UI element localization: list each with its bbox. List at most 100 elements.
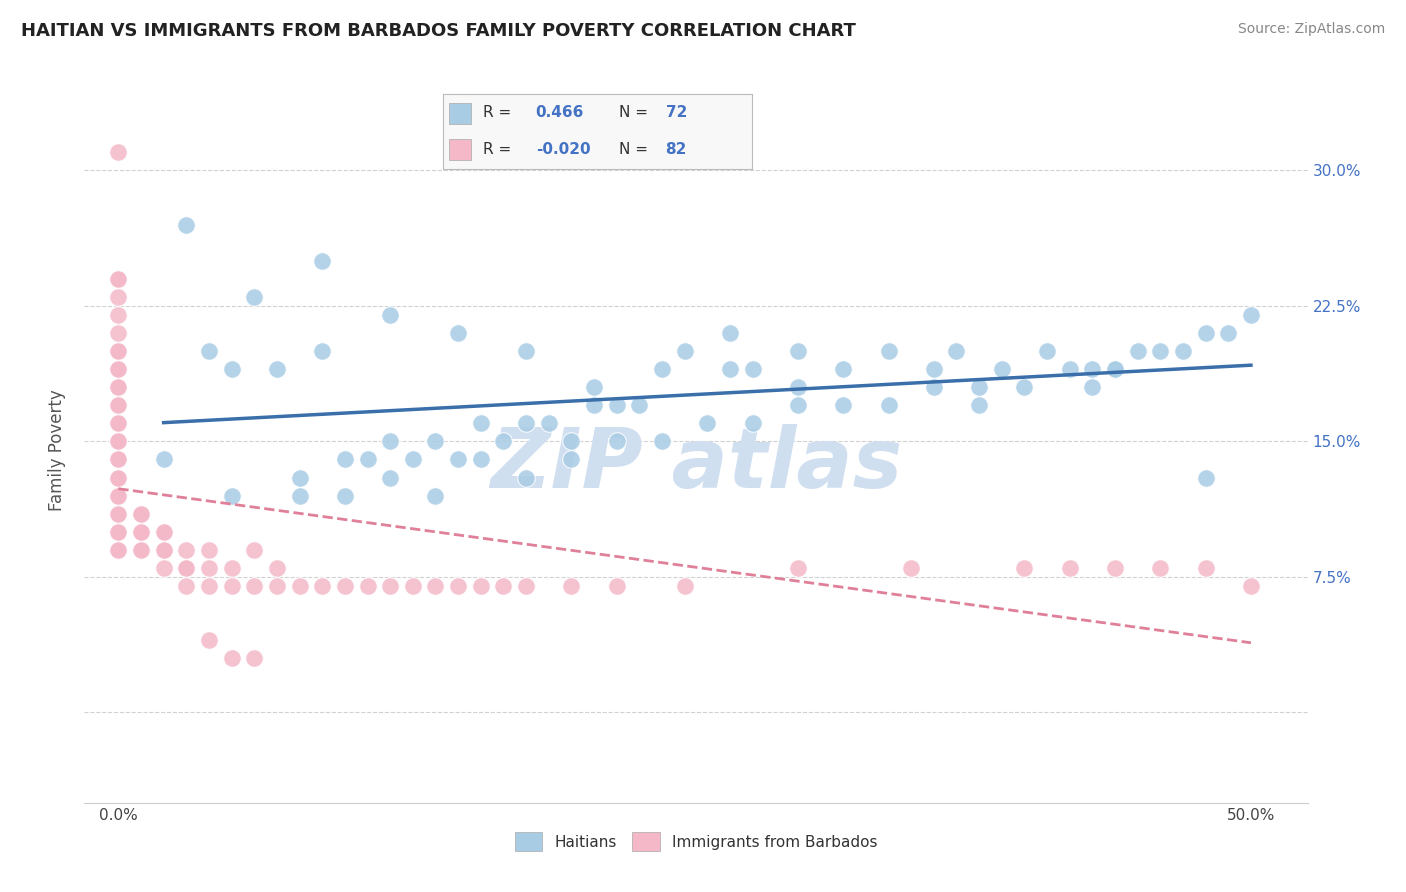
Text: 0.466: 0.466 bbox=[536, 105, 583, 120]
Point bbox=[152, 542, 174, 557]
Text: R =: R = bbox=[484, 105, 512, 120]
Bar bbox=[449, 103, 471, 124]
Point bbox=[560, 434, 582, 449]
Text: HAITIAN VS IMMIGRANTS FROM BARBADOS FAMILY POVERTY CORRELATION CHART: HAITIAN VS IMMIGRANTS FROM BARBADOS FAMI… bbox=[21, 22, 856, 40]
Point bbox=[787, 344, 810, 359]
Point bbox=[470, 579, 492, 593]
Point bbox=[107, 524, 129, 539]
Point bbox=[741, 362, 763, 376]
Point bbox=[945, 344, 967, 359]
Point bbox=[311, 579, 333, 593]
Point bbox=[718, 326, 741, 340]
Text: -0.020: -0.020 bbox=[536, 142, 591, 157]
Point bbox=[221, 561, 243, 575]
Point bbox=[606, 398, 628, 412]
Point bbox=[515, 417, 537, 431]
Point bbox=[107, 398, 129, 412]
Point bbox=[333, 579, 356, 593]
Text: N =: N = bbox=[619, 105, 648, 120]
Point bbox=[107, 452, 129, 467]
Point bbox=[221, 651, 243, 665]
Point bbox=[174, 218, 197, 232]
Point bbox=[311, 253, 333, 268]
Point bbox=[470, 417, 492, 431]
Point bbox=[129, 507, 152, 521]
Point bbox=[628, 398, 651, 412]
Point bbox=[1059, 362, 1081, 376]
Point bbox=[221, 579, 243, 593]
Point bbox=[1149, 344, 1171, 359]
Point bbox=[967, 398, 990, 412]
Point bbox=[107, 344, 129, 359]
Point bbox=[877, 344, 900, 359]
Point bbox=[129, 524, 152, 539]
Point bbox=[492, 579, 515, 593]
Point bbox=[107, 524, 129, 539]
Point bbox=[266, 579, 288, 593]
Point bbox=[560, 579, 582, 593]
Point bbox=[129, 524, 152, 539]
Point bbox=[266, 561, 288, 575]
Point bbox=[380, 434, 402, 449]
Point bbox=[243, 542, 266, 557]
Point bbox=[673, 344, 696, 359]
Point bbox=[107, 417, 129, 431]
Y-axis label: Family Poverty: Family Poverty bbox=[48, 390, 66, 511]
Point bbox=[107, 434, 129, 449]
Point bbox=[515, 579, 537, 593]
Text: R =: R = bbox=[484, 142, 512, 157]
Point bbox=[107, 344, 129, 359]
Point bbox=[333, 489, 356, 503]
Point bbox=[1104, 362, 1126, 376]
Point bbox=[198, 542, 221, 557]
Point bbox=[129, 524, 152, 539]
Point bbox=[311, 344, 333, 359]
Point bbox=[107, 470, 129, 484]
Point bbox=[900, 561, 922, 575]
Point bbox=[380, 308, 402, 322]
Point bbox=[107, 326, 129, 340]
Point bbox=[107, 380, 129, 394]
Point bbox=[1195, 326, 1218, 340]
Point bbox=[107, 470, 129, 484]
Point bbox=[107, 489, 129, 503]
Point bbox=[243, 579, 266, 593]
Point bbox=[402, 452, 425, 467]
Point bbox=[425, 579, 447, 593]
Point bbox=[107, 272, 129, 286]
Point bbox=[243, 651, 266, 665]
Point bbox=[152, 524, 174, 539]
Point bbox=[651, 434, 673, 449]
Bar bbox=[449, 139, 471, 161]
Point bbox=[198, 633, 221, 648]
Point bbox=[718, 362, 741, 376]
Point bbox=[1195, 561, 1218, 575]
Point bbox=[651, 362, 673, 376]
Point bbox=[1149, 561, 1171, 575]
Point bbox=[673, 579, 696, 593]
Point bbox=[107, 507, 129, 521]
Point bbox=[515, 470, 537, 484]
Point bbox=[380, 579, 402, 593]
Point bbox=[560, 452, 582, 467]
Point bbox=[537, 417, 560, 431]
Point bbox=[129, 542, 152, 557]
Point bbox=[425, 489, 447, 503]
Point bbox=[1014, 380, 1036, 394]
Point bbox=[787, 398, 810, 412]
Text: 82: 82 bbox=[665, 142, 688, 157]
Point bbox=[447, 452, 470, 467]
Point bbox=[107, 489, 129, 503]
Point bbox=[832, 362, 855, 376]
Point bbox=[107, 272, 129, 286]
Point bbox=[1240, 308, 1263, 322]
Point bbox=[1014, 561, 1036, 575]
Point bbox=[1081, 380, 1104, 394]
Point bbox=[606, 579, 628, 593]
Text: N =: N = bbox=[619, 142, 648, 157]
Point bbox=[107, 507, 129, 521]
Point bbox=[991, 362, 1014, 376]
Point bbox=[288, 579, 311, 593]
Point bbox=[1240, 579, 1263, 593]
Point bbox=[107, 380, 129, 394]
